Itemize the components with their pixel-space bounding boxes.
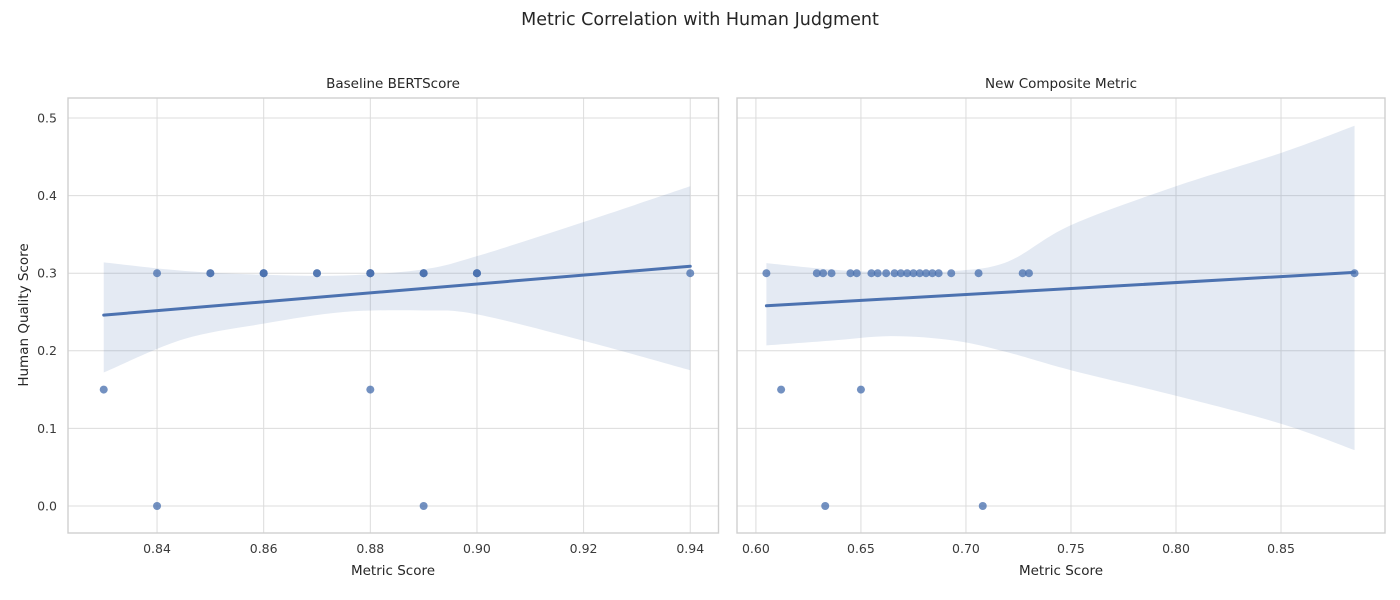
x-axis-label-baseline: Metric Score: [350, 563, 436, 579]
y-tick-label: 0.2: [37, 343, 57, 358]
data-point: [934, 269, 943, 278]
figure-title: Metric Correlation with Human Judgment: [521, 10, 879, 30]
data-point: [928, 269, 937, 278]
data-point: [821, 501, 830, 510]
data-point: [873, 269, 882, 278]
data-point: [896, 269, 905, 278]
regression-line: [764, 270, 1357, 308]
data-point: [867, 269, 876, 278]
y-tick-label: 0.4: [37, 188, 57, 203]
data-point: [419, 269, 428, 278]
data-point: [974, 269, 983, 278]
x-tick-label: 0.86: [250, 541, 278, 556]
data-point: [259, 269, 268, 278]
x-tick-label: 0.80: [1162, 541, 1190, 556]
data-point: [99, 385, 108, 394]
data-point: [890, 269, 899, 278]
data-point: [909, 269, 918, 278]
data-point: [472, 269, 481, 278]
data-point: [827, 269, 836, 278]
x-tick-label: 0.94: [676, 541, 704, 556]
data-point: [947, 269, 956, 278]
data-point: [852, 269, 861, 278]
data-point: [366, 385, 375, 394]
x-axis-label-composite: Metric Score: [1018, 563, 1104, 579]
data-point: [313, 269, 322, 278]
subplot-title-baseline: Baseline BERTScore: [326, 76, 460, 92]
x-tick-label: 0.70: [952, 541, 980, 556]
data-point: [777, 385, 786, 394]
x-tick-label: 0.88: [356, 541, 384, 556]
subplot-title-composite: New Composite Metric: [984, 76, 1138, 92]
data-point: [419, 501, 428, 510]
data-point: [882, 269, 891, 278]
data-point: [1018, 269, 1027, 278]
data-point: [1024, 269, 1033, 278]
plot-border: [67, 97, 720, 534]
data-point: [1350, 269, 1359, 278]
x-tick-label: 0.60: [742, 541, 770, 556]
data-point: [686, 269, 695, 278]
data-point: [762, 269, 771, 278]
confidence-band: [103, 186, 691, 373]
data-point: [812, 269, 821, 278]
data-point: [206, 269, 215, 278]
x-tick-label: 0.84: [143, 541, 171, 556]
data-point: [819, 269, 828, 278]
y-tick-label: 0.1: [37, 421, 57, 436]
data-point: [978, 501, 987, 510]
x-tick-label: 0.85: [1267, 541, 1295, 556]
y-tick-label: 0.3: [37, 266, 57, 281]
y-axis-label: Human Quality Score: [16, 243, 32, 387]
x-tick-label: 0.90: [463, 541, 491, 556]
plot-border: [736, 97, 1386, 534]
data-point: [153, 501, 162, 510]
data-point: [922, 269, 931, 278]
y-tick-label: 0.0: [37, 498, 57, 513]
y-tick-label: 0.5: [37, 110, 57, 125]
regression-line: [102, 264, 692, 317]
data-point: [153, 269, 162, 278]
x-tick-label: 0.75: [1057, 541, 1085, 556]
data-point: [366, 269, 375, 278]
x-tick-label: 0.65: [847, 541, 875, 556]
data-point: [915, 269, 924, 278]
data-point: [856, 385, 865, 394]
x-tick-label: 0.92: [570, 541, 598, 556]
data-point: [846, 269, 855, 278]
data-point: [903, 269, 912, 278]
